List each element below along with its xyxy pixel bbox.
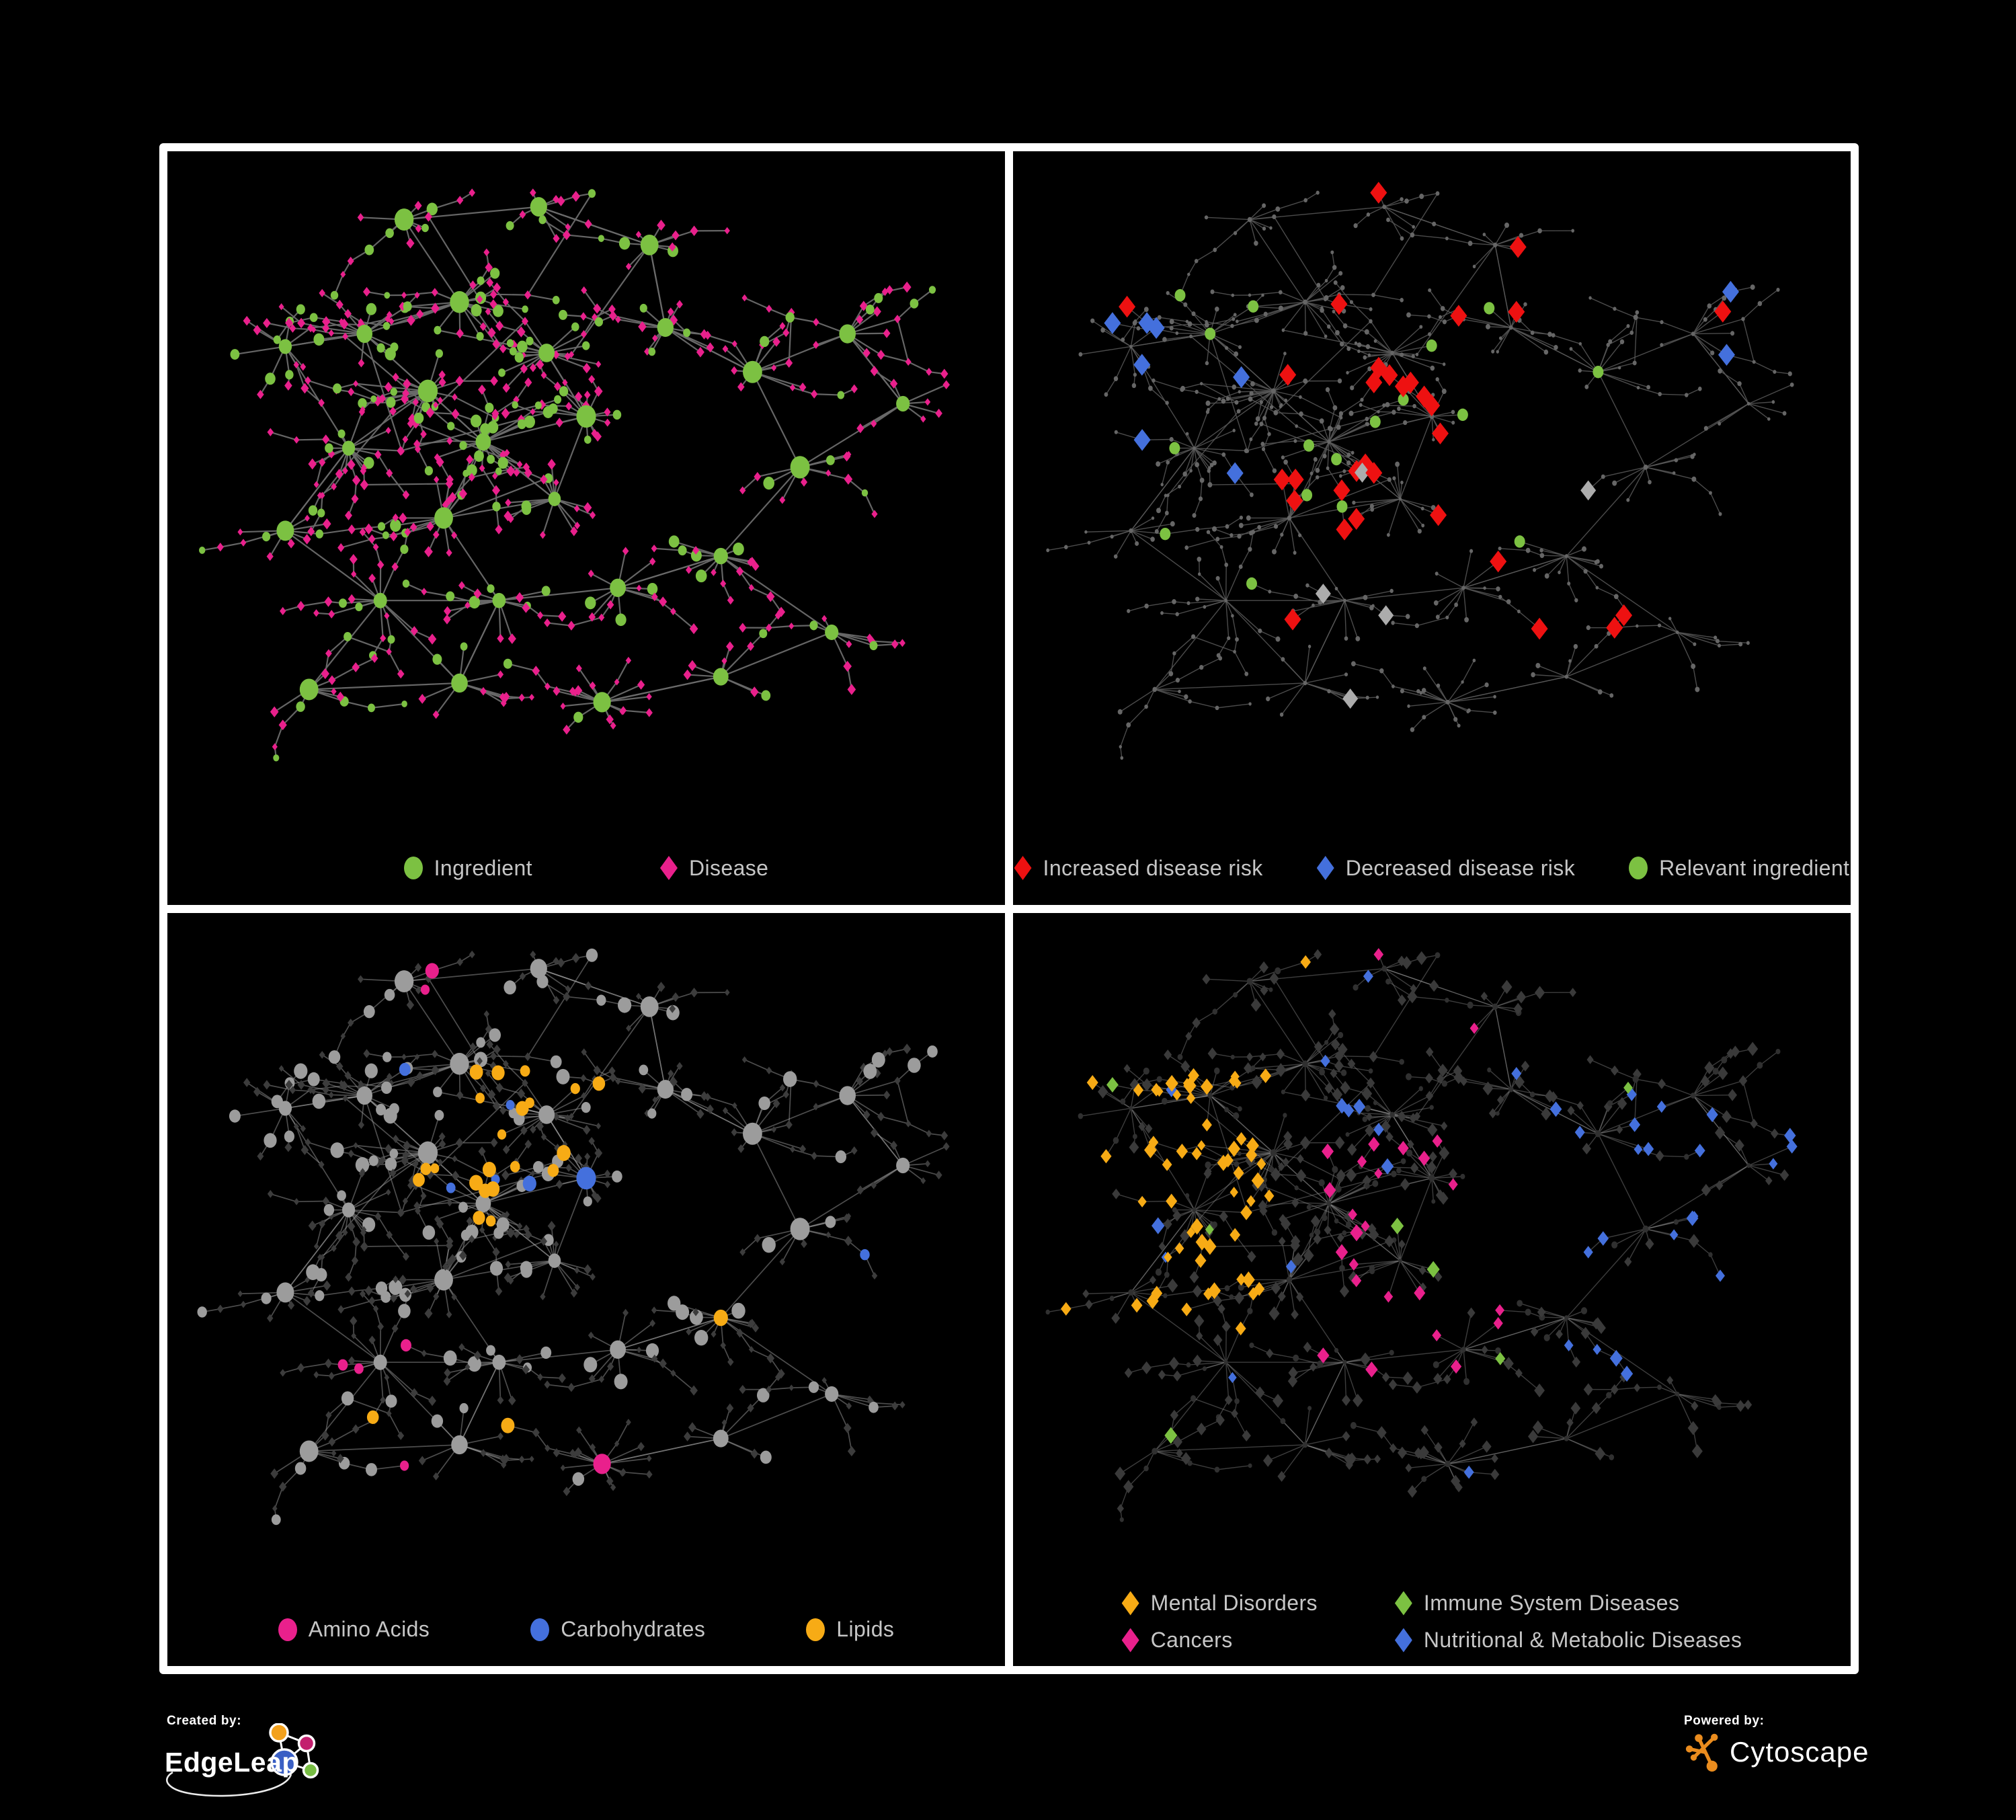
legend-marker-diamond <box>1121 1628 1139 1653</box>
legend-marker-diamond <box>1394 1591 1412 1616</box>
legend-label: Lipids <box>836 1617 895 1641</box>
edgeleap-node-orange <box>269 1723 289 1743</box>
legend-marker-circle <box>403 857 423 879</box>
legend-marker-diamond <box>1316 856 1334 880</box>
legend-item-disease-risk-0: Increased disease risk <box>1014 856 1263 881</box>
panel-disease-classes: Mental Disorders Immune System Diseases Ca… <box>1013 912 1851 1666</box>
edgeleap-wordmark: EdgeLeap <box>165 1747 299 1778</box>
legend-item-nutrient-classes-1: Carbohydrates <box>530 1617 705 1642</box>
legend-label: Relevant ingredient <box>1659 855 1850 880</box>
legend-marker-circle <box>806 1618 825 1641</box>
network-disease-risk <box>1046 182 1794 760</box>
legend-label: Amino Acids <box>308 1617 430 1641</box>
legend-item-disease-classes-0: Mental Disorders <box>1121 1591 1318 1616</box>
edgeleap-logo: EdgeLeap <box>165 1723 319 1797</box>
legend-label: Disease <box>688 855 769 880</box>
edgeleap-node-blue <box>270 1748 298 1776</box>
legend-marker-diamond <box>1394 1628 1412 1653</box>
network-ingredient-disease <box>199 188 950 762</box>
legend-label: Carbohydrates <box>561 1617 706 1641</box>
legend-marker-diamond <box>1121 1591 1139 1616</box>
cytoscape-wordmark: Cytoscape <box>1730 1736 1869 1768</box>
edgeleap-node-pink <box>297 1734 316 1753</box>
legend-item-ingredient-disease-0: Ingredient <box>403 855 532 881</box>
legend-label: Increased disease risk <box>1043 855 1263 880</box>
legend-item-nutrient-classes-2: Lipids <box>806 1617 894 1642</box>
legend-item-disease-risk-1: Decreased disease risk <box>1316 855 1576 881</box>
legend-disease-risk: Increased disease risk Decreased disease … <box>1013 856 1851 881</box>
figure-grid: Ingredient Disease Increased disease risk… <box>159 143 1859 1674</box>
legend-nutrient-classes: Amino Acids Carbohydrates Lipids <box>167 1617 1005 1642</box>
powered-by-label: Powered by: <box>1684 1714 1765 1728</box>
panel-ingredient-disease: Ingredient Disease <box>167 151 1005 905</box>
cytoscape-glyph-nodes <box>1685 1733 1718 1772</box>
legend-marker-circle <box>278 1618 297 1641</box>
legend-item-nutrient-classes-0: Amino Acids <box>278 1617 430 1642</box>
legend-marker-diamond <box>1014 856 1032 880</box>
network-nutrient-classes <box>197 948 950 1525</box>
legend-label: Nutritional & Metabolic Diseases <box>1423 1628 1742 1652</box>
edgeleap-node-green <box>302 1762 319 1779</box>
legend-marker-circle <box>530 1618 550 1641</box>
legend-disease-classes: Mental Disorders Immune System Diseases Ca… <box>1121 1591 1742 1653</box>
created-by-label: Created by: <box>167 1714 242 1728</box>
legend-label: Decreased disease risk <box>1345 855 1576 880</box>
legend-item-ingredient-disease-1: Disease <box>659 855 769 881</box>
legend-label: Immune System Diseases <box>1423 1591 1680 1615</box>
legend-marker-diamond <box>659 856 678 880</box>
edgeleap-glyph-nodes <box>269 1723 319 1779</box>
legend-label: Mental Disorders <box>1150 1591 1318 1615</box>
network-disease-classes <box>1045 947 1798 1522</box>
legend-label: Ingredient <box>434 855 532 880</box>
cytoscape-logo-row: Cytoscape <box>1684 1733 1872 1772</box>
legend-marker-circle <box>1629 857 1648 879</box>
panel-disease-risk: Increased disease risk Decreased disease … <box>1013 151 1851 905</box>
edgeleap-credit: Created by: EdgeLeap <box>163 1714 338 1801</box>
cytoscape-credit: Powered by: Cytoscape <box>1684 1714 1872 1794</box>
panel-nutrient-classes: Amino Acids Carbohydrates Lipids <box>167 912 1005 1666</box>
legend-label: Cancers <box>1150 1628 1233 1652</box>
legend-item-disease-classes-2: Cancers <box>1121 1628 1233 1653</box>
legend-item-disease-classes-3: Nutritional & Metabolic Diseases <box>1394 1628 1742 1653</box>
legend-item-disease-risk-2: Relevant ingredient <box>1629 856 1849 881</box>
cytoscape-logo-icon <box>1685 1733 1718 1772</box>
edgeleap-swoosh <box>165 1771 292 1797</box>
legend-ingredient-disease: Ingredient Disease <box>167 856 1005 881</box>
legend-item-disease-classes-1: Immune System Diseases <box>1394 1591 1680 1616</box>
